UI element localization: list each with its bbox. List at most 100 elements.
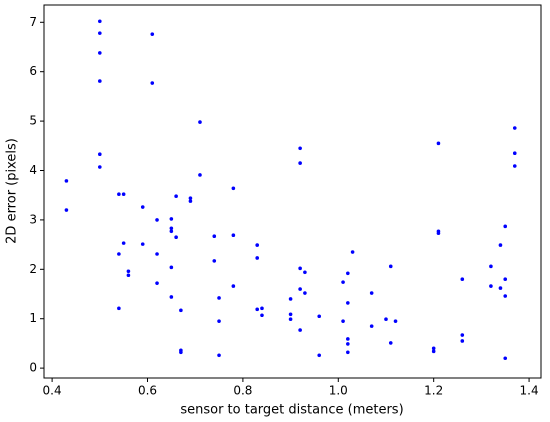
point — [98, 31, 102, 35]
point — [126, 269, 131, 274]
point — [64, 179, 69, 183]
point — [498, 243, 503, 247]
point — [369, 291, 374, 295]
point — [498, 286, 503, 290]
point — [231, 233, 236, 238]
point — [460, 339, 465, 343]
point — [350, 250, 355, 254]
point — [212, 259, 217, 263]
point — [317, 314, 322, 319]
point — [64, 208, 69, 212]
point — [260, 313, 264, 318]
point — [217, 319, 221, 323]
point — [384, 317, 388, 322]
x-tick-label: 0.6 — [138, 384, 157, 398]
point — [512, 164, 517, 168]
point — [217, 296, 221, 300]
point — [489, 284, 493, 288]
point — [255, 243, 260, 247]
point — [150, 32, 155, 36]
point — [317, 353, 322, 358]
point — [369, 324, 374, 328]
point — [346, 337, 350, 341]
point — [188, 196, 193, 200]
point — [298, 146, 302, 151]
y-tick-label: 1 — [29, 311, 37, 325]
point — [169, 217, 174, 221]
y-tick-label: 7 — [29, 15, 37, 29]
point — [140, 205, 145, 209]
point — [174, 235, 178, 239]
point — [155, 252, 159, 256]
point — [503, 356, 508, 361]
point — [174, 194, 178, 198]
point — [288, 312, 293, 317]
point — [155, 281, 159, 285]
point — [298, 161, 302, 165]
point — [503, 224, 508, 229]
point — [346, 301, 350, 305]
point — [512, 126, 517, 130]
point — [121, 192, 126, 197]
point — [255, 256, 260, 260]
point — [436, 231, 441, 236]
point — [140, 242, 145, 246]
x-tick-label: 0.8 — [233, 384, 252, 398]
point — [288, 317, 293, 322]
y-tick-label: 2 — [29, 262, 37, 276]
point — [198, 120, 202, 124]
plot-frame — [43, 4, 542, 379]
point — [346, 342, 350, 346]
point — [231, 186, 236, 191]
point — [503, 294, 508, 298]
point — [460, 277, 465, 281]
point — [169, 265, 174, 270]
point — [298, 266, 302, 271]
point — [117, 252, 121, 256]
point — [503, 277, 508, 281]
point — [198, 173, 202, 177]
x-tick-label: 1.0 — [329, 384, 348, 398]
point — [117, 192, 121, 197]
point — [341, 319, 345, 323]
point — [98, 19, 102, 24]
y-tick-label: 6 — [29, 64, 37, 78]
point — [260, 306, 264, 311]
point — [98, 79, 102, 83]
point — [346, 271, 350, 276]
point — [460, 333, 465, 337]
point — [117, 306, 121, 311]
point — [150, 81, 155, 85]
point — [231, 284, 236, 288]
x-tick-label: 0.4 — [43, 384, 62, 398]
point — [346, 350, 350, 355]
point — [393, 319, 398, 323]
point — [98, 165, 102, 169]
point — [431, 349, 436, 354]
point — [431, 346, 436, 351]
point — [217, 353, 221, 358]
y-tick-label: 5 — [29, 114, 37, 128]
point — [126, 273, 131, 278]
point — [255, 307, 260, 312]
point — [489, 264, 493, 269]
point — [436, 141, 441, 146]
point — [121, 241, 126, 245]
point — [288, 297, 293, 301]
point — [212, 234, 217, 239]
point — [303, 291, 307, 295]
x-axis-label: sensor to target distance (meters) — [180, 403, 403, 418]
point — [298, 328, 302, 332]
point — [179, 308, 183, 313]
y-tick-label: 3 — [29, 212, 37, 226]
point — [341, 280, 345, 284]
y-tick-label: 0 — [29, 361, 37, 375]
point — [179, 350, 183, 355]
point — [169, 229, 174, 234]
point — [98, 152, 102, 156]
point — [512, 151, 517, 156]
point — [303, 270, 307, 275]
point — [169, 226, 174, 231]
y-tick-label: 4 — [29, 163, 37, 177]
